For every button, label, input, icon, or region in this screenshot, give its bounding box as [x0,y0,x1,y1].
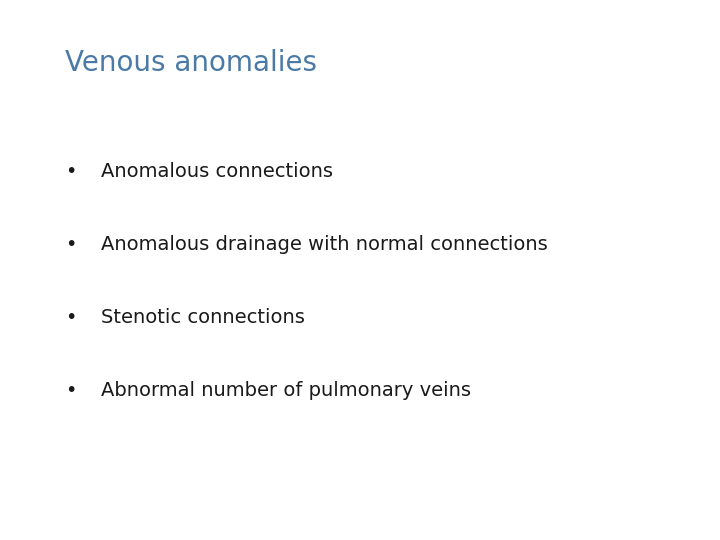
Text: Abnormal number of pulmonary veins: Abnormal number of pulmonary veins [101,381,471,400]
Text: •: • [65,381,76,400]
Text: Anomalous drainage with normal connections: Anomalous drainage with normal connectio… [101,235,547,254]
Text: Stenotic connections: Stenotic connections [101,308,305,327]
Text: Venous anomalies: Venous anomalies [65,49,317,77]
Text: •: • [65,235,76,254]
Text: Anomalous connections: Anomalous connections [101,162,333,181]
Text: •: • [65,162,76,181]
Text: •: • [65,308,76,327]
